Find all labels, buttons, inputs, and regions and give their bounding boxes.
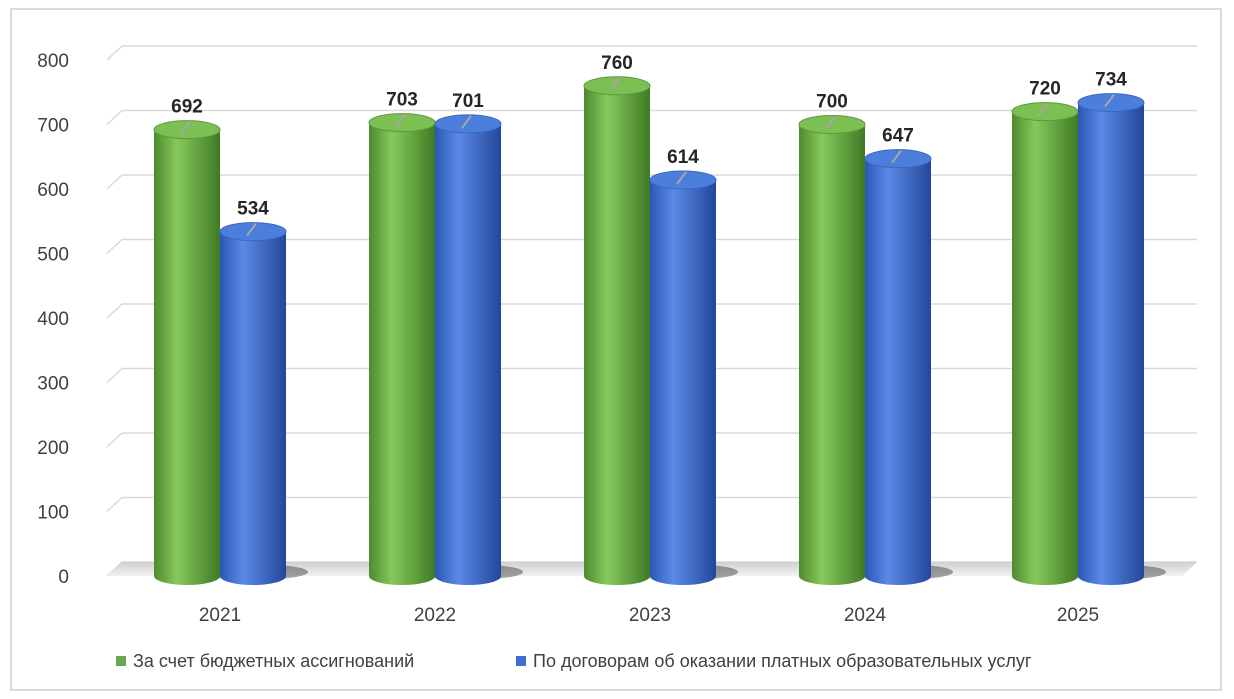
leader-line [461, 115, 472, 129]
bar-budget [799, 124, 865, 585]
leader-line [610, 77, 621, 91]
legend-label: За счет бюджетных ассигнований [133, 651, 414, 671]
bar-budget [584, 85, 650, 586]
y-tick-label: 100 [37, 503, 69, 524]
y-tick-label: 600 [37, 180, 69, 201]
gridline-slant [106, 496, 123, 513]
bar-paid [650, 179, 716, 585]
leader-line [180, 121, 191, 135]
bar-top [153, 120, 221, 140]
bar-paid [435, 123, 501, 585]
leader-line [1038, 102, 1049, 117]
gridline-slant [106, 109, 123, 126]
gridline-slant [106, 238, 123, 255]
y-tick-label: 800 [37, 51, 69, 72]
x-tick-label: 2025 [1057, 605, 1099, 626]
y-tick-label: 400 [37, 309, 69, 330]
legend-swatch [116, 656, 126, 666]
data-label: 760 [601, 53, 633, 74]
data-label: 614 [667, 147, 699, 168]
bar-budget [1012, 111, 1078, 585]
bar-top [219, 222, 287, 242]
bar-budget [369, 122, 435, 585]
gridline-slant [106, 45, 123, 61]
y-tick-label: 500 [37, 245, 69, 266]
y-tick-label: 200 [37, 438, 69, 459]
bar-budget [154, 129, 220, 585]
leader-line [1104, 93, 1115, 108]
data-label: 703 [386, 90, 418, 111]
bar-top [583, 76, 651, 96]
data-label: 647 [882, 126, 914, 147]
gridline-slant [106, 432, 123, 448]
data-label: 720 [1029, 79, 1061, 100]
data-label: 534 [237, 199, 269, 220]
bar-paid [220, 231, 286, 585]
data-label: 700 [816, 92, 848, 113]
x-tick-label: 2024 [844, 605, 887, 626]
data-label: 692 [171, 97, 203, 118]
bar-top [1011, 102, 1079, 122]
leader-line [246, 222, 257, 237]
leader-line [676, 171, 687, 185]
bar-top [434, 114, 502, 134]
bar-top [649, 170, 717, 190]
x-tick-label: 2023 [629, 605, 671, 626]
data-label: 734 [1095, 70, 1127, 91]
x-tick-label: 2021 [199, 605, 241, 626]
bar-paid [1078, 102, 1144, 585]
gridline-slant [106, 174, 123, 190]
legend-label: По договорам об оказании платных образов… [533, 651, 1032, 671]
leader-line [395, 113, 406, 128]
bar-top [368, 113, 436, 133]
y-tick-label: 700 [37, 116, 69, 137]
gridline-slant [106, 303, 123, 319]
bar-top [798, 115, 866, 134]
bar-top [864, 149, 932, 169]
bar-top [1077, 93, 1145, 113]
leader-line [825, 115, 836, 130]
data-label: 701 [452, 91, 484, 112]
gridline-slant [106, 367, 123, 384]
y-tick-label: 300 [37, 374, 69, 395]
x-tick-label: 2022 [414, 605, 456, 626]
y-tick-label: 0 [58, 567, 69, 588]
legend-swatch [516, 656, 526, 666]
leader-line [891, 150, 902, 164]
bar-paid [865, 158, 931, 585]
